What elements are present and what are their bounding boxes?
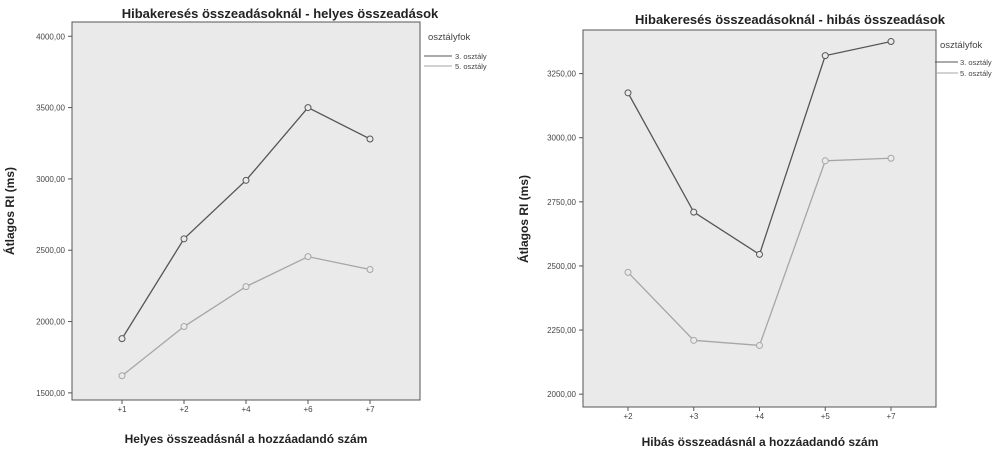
chart-right-plot-area bbox=[582, 29, 937, 408]
chart-right-ytick-label: 2750,00 bbox=[547, 198, 576, 207]
chart-left-point-5 bbox=[304, 253, 312, 261]
chart-left-legend-item-5: 5. osztály bbox=[455, 62, 487, 71]
chart-right-xtick-label: +4 bbox=[755, 412, 765, 421]
chart-right-xtick-label: +5 bbox=[821, 412, 831, 421]
chart-right-legend-item-3: 3. osztály bbox=[960, 58, 992, 67]
chart-left-ylabel: Átlagos RI (ms) bbox=[2, 167, 17, 255]
chart-right-ytick-label: 3000,00 bbox=[547, 134, 576, 143]
chart-right-x-axis: +2 +3 +4 +5 +7 bbox=[623, 407, 896, 421]
chart-left-point-5 bbox=[366, 265, 374, 273]
chart-left-xlabel: Helyes összeadásnál a hozzáadandó szám bbox=[125, 432, 368, 446]
chart-right-point-3 bbox=[690, 208, 698, 216]
chart-right-ytick-label: 2500,00 bbox=[547, 262, 576, 271]
chart-left-point-5 bbox=[118, 372, 126, 380]
chart-left-ytick-label: 1500,00 bbox=[36, 389, 65, 398]
chart-left-title: Hibakeresés összeadásoknál - helyes össz… bbox=[122, 6, 439, 21]
chart-left-point-3 bbox=[118, 335, 126, 343]
chart-right-point-3 bbox=[624, 89, 632, 97]
chart-right-point-5 bbox=[887, 154, 895, 162]
chart-left-point-5 bbox=[180, 323, 188, 331]
chart-right-ytick-label: 2250,00 bbox=[547, 326, 576, 335]
chart-left-ytick-label: 4000,00 bbox=[36, 32, 65, 41]
chart-right-series bbox=[624, 38, 895, 349]
chart-left-plot-area bbox=[71, 21, 421, 401]
chart-right-ylabel: Átlagos RI (ms) bbox=[516, 175, 531, 263]
chart-right-point-5 bbox=[624, 268, 632, 276]
chart-right-point-3 bbox=[887, 38, 895, 46]
chart-right: Hibakeresés összeadásoknál - hibás össze… bbox=[516, 12, 992, 449]
chart-left: Hibakeresés összeadásoknál - helyes össz… bbox=[2, 6, 487, 446]
chart-right-point-3 bbox=[756, 250, 763, 258]
chart-left-xtick-label: +7 bbox=[365, 405, 375, 414]
chart-right-title: Hibakeresés összeadásoknál - hibás össze… bbox=[635, 12, 946, 27]
chart-left-xtick-label: +6 bbox=[303, 405, 313, 414]
chart-left-ytick-label: 2500,00 bbox=[36, 246, 65, 255]
chart-left-xtick-label: +2 bbox=[179, 405, 189, 414]
chart-right-point-5 bbox=[690, 336, 698, 344]
chart-left-x-axis: +1 +2 +4 +6 +7 bbox=[117, 400, 375, 414]
chart-left-y-axis: 1500,00 2000,00 2500,00 3000,00 3500,00 4000,… bbox=[36, 32, 72, 398]
chart-left-xtick-label: +4 bbox=[241, 405, 251, 414]
chart-left-point-3 bbox=[180, 235, 188, 243]
chart-right-legend-item-5: 5. osztály bbox=[960, 69, 992, 78]
chart-left-series bbox=[118, 104, 374, 380]
chart-left-ytick-label: 2000,00 bbox=[36, 318, 65, 327]
chart-left-legend: osztályfok 3. osztály 5. osztály bbox=[424, 32, 487, 71]
chart-right-xtick-label: +2 bbox=[623, 412, 633, 421]
chart-left-ytick-label: 3000,00 bbox=[36, 175, 65, 184]
chart-right-xlabel: Hibás összeadásnál a hozzáadandó szám bbox=[642, 435, 879, 449]
chart-right-legend-title: osztályfok bbox=[940, 40, 982, 51]
chart-right-ytick-label: 3250,00 bbox=[547, 70, 576, 79]
chart-right-xtick-label: +3 bbox=[689, 412, 699, 421]
chart-left-point-3 bbox=[242, 176, 250, 184]
chart-right-y-axis: 2000,00 2250,00 2500,00 2750,00 3000,00 3250,… bbox=[547, 70, 583, 399]
chart-right-point-5 bbox=[821, 157, 829, 165]
chart-left-xtick-label: +1 bbox=[117, 405, 127, 414]
chart-right-ytick-label: 2000,00 bbox=[547, 390, 576, 399]
chart-left-point-5 bbox=[242, 283, 250, 291]
chart-left-ytick-label: 3500,00 bbox=[36, 104, 65, 113]
chart-left-point-3 bbox=[304, 104, 312, 112]
chart-left-point-3 bbox=[366, 135, 374, 143]
chart-left-legend-title: osztályfok bbox=[428, 32, 470, 43]
chart-left-legend-item-3: 3. osztály bbox=[455, 52, 487, 61]
chart-right-point-3 bbox=[821, 52, 829, 60]
chart-right-point-5 bbox=[756, 341, 763, 349]
chart-right-legend: osztályfok 3. osztály 5. osztály bbox=[935, 40, 992, 78]
chart-right-xtick-label: +7 bbox=[886, 412, 896, 421]
